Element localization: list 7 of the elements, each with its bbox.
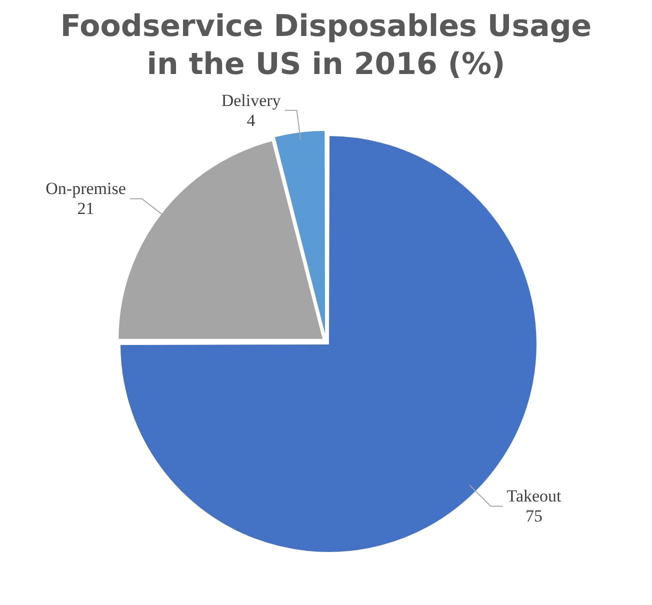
- data-label: 75: [526, 506, 543, 526]
- data-label: 21: [77, 199, 94, 218]
- slice-label: Takeout: [506, 486, 562, 506]
- slice-label: On-premise: [46, 179, 126, 198]
- slice-label: Delivery: [221, 90, 282, 110]
- chart-title: Foodservice Disposables Usage in the US in 2016 (%): [59, 8, 593, 84]
- data-label: 4: [246, 110, 256, 130]
